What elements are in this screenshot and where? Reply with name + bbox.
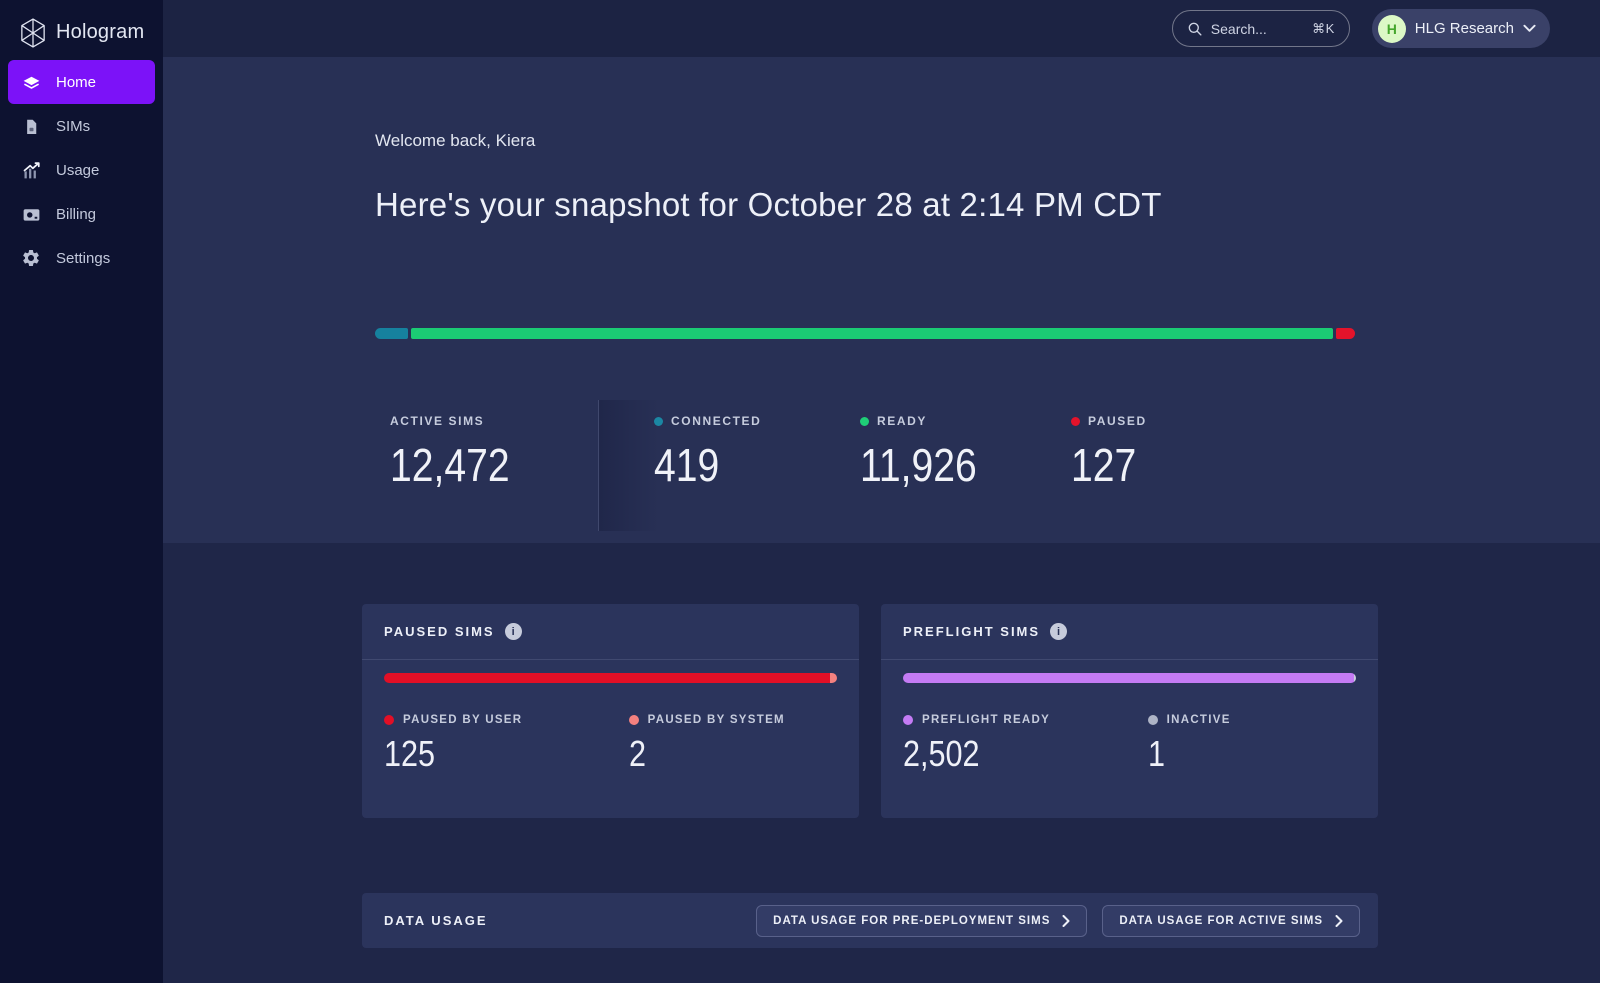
stat-paused: PAUSED 127 (1071, 414, 1148, 492)
stat-label: CONNECTED (671, 414, 762, 428)
data-usage-section: DATA USAGE DATA USAGE FOR PRE-DEPLOYMENT… (362, 893, 1378, 948)
greeting-text: Welcome back, Kiera (375, 131, 536, 150)
data-usage-active-button[interactable]: DATA USAGE FOR ACTIVE SIMS (1102, 904, 1360, 937)
legend-value: 125 (384, 733, 436, 774)
data-usage-buttons: DATA USAGE FOR PRE-DEPLOYMENT SIMS DATA … (756, 904, 1360, 937)
legend-value: 2,502 (903, 733, 980, 774)
home-icon (20, 71, 42, 93)
sidebar-item-label: Usage (56, 161, 100, 179)
button-label: DATA USAGE FOR PRE-DEPLOYMENT SIMS (773, 914, 1051, 927)
chevron-right-icon (1335, 914, 1343, 927)
sidebar-item-usage[interactable]: Usage (8, 148, 155, 192)
hologram-logo[interactable]: Hologram (0, 0, 163, 52)
stats-shade (599, 400, 659, 531)
stat-label: READY (877, 414, 928, 428)
chevron-right-icon (1062, 914, 1070, 927)
search-box[interactable]: ⌘K (1171, 10, 1350, 47)
usage-icon (20, 159, 42, 181)
info-icon[interactable]: i (504, 623, 522, 640)
bar-segment-paused (1336, 328, 1356, 339)
settings-gear-icon (20, 247, 42, 269)
stat-value: 11,926 (860, 439, 977, 491)
search-icon (1188, 22, 1202, 36)
sidebar-item-billing[interactable]: Billing (8, 192, 155, 236)
sidebar-item-sims[interactable]: SIMs (8, 104, 155, 148)
legend-inactive: INACTIVE 1 (1147, 714, 1356, 775)
legend-preflight-ready: PREFLIGHT READY 2,502 (903, 714, 1148, 775)
brand-name: Hologram (56, 21, 145, 43)
data-usage-title: DATA USAGE (384, 913, 488, 928)
search-input[interactable] (1210, 20, 1305, 37)
ready-dot (860, 416, 869, 426)
stats-divider (598, 400, 599, 531)
preflight-sims-bar (903, 673, 1356, 683)
sidebar: Hologram Home SIMs (0, 0, 163, 983)
stat-label: ACTIVE SIMS (390, 414, 485, 428)
billing-icon (20, 203, 42, 225)
page-title: Here's your snapshot for October 28 at 2… (375, 186, 1162, 223)
sidebar-item-settings[interactable]: Settings (8, 236, 155, 280)
bar-segment-paused-by-user (384, 673, 830, 683)
stat-value: 419 (654, 439, 720, 491)
paused-by-user-dot (384, 715, 394, 725)
inactive-dot (1147, 715, 1158, 725)
stat-label: PAUSED (1088, 414, 1147, 428)
sim-icon (20, 115, 42, 137)
card-title: PAUSED SIMS (384, 624, 495, 639)
sidebar-item-label: Home (56, 73, 97, 91)
sidebar-item-label: Settings (56, 249, 111, 267)
bar-segment-ready (411, 328, 1334, 339)
paused-by-system-dot (628, 715, 639, 725)
paused-sims-card: PAUSED SIMS i PAUSED BY USER 125 (362, 604, 859, 818)
card-title: PREFLIGHT SIMS (903, 624, 1041, 639)
legend-paused-by-system: PAUSED BY SYSTEM 2 (628, 714, 837, 775)
legend-value: 2 (628, 733, 646, 774)
legend-label: PREFLIGHT READY (922, 714, 1051, 726)
data-usage-pre-deployment-button[interactable]: DATA USAGE FOR PRE-DEPLOYMENT SIMS (756, 904, 1088, 937)
chevron-down-icon (1523, 24, 1536, 32)
info-icon[interactable]: i (1050, 623, 1068, 640)
snapshot-hero: Welcome back, Kiera Here's your snapshot… (163, 57, 1600, 543)
bar-segment-paused-by-system (829, 673, 837, 683)
preflight-ready-dot (903, 715, 913, 725)
button-label: DATA USAGE FOR ACTIVE SIMS (1119, 914, 1323, 927)
connected-dot (654, 416, 663, 426)
legend-label: INACTIVE (1166, 714, 1231, 726)
legend-value: 1 (1147, 733, 1165, 774)
bar-segment-inactive (1354, 673, 1356, 683)
sims-status-bar (375, 328, 1356, 339)
stat-ready: READY 11,926 (860, 414, 997, 492)
legend-label: PAUSED BY SYSTEM (647, 714, 785, 726)
bar-segment-preflight-ready (903, 673, 1355, 683)
legend-paused-by-user: PAUSED BY USER 125 (384, 714, 629, 775)
avatar: H (1377, 14, 1406, 43)
preflight-sims-card: PREFLIGHT SIMS i PREFLIGHT READY 2,502 (881, 604, 1378, 818)
sidebar-item-home[interactable]: Home (8, 60, 155, 104)
stat-value: 127 (1071, 439, 1137, 491)
sidebar-nav: Home SIMs (0, 60, 163, 280)
sidebar-item-label: SIMs (56, 117, 91, 135)
paused-sims-bar (384, 673, 837, 683)
bar-segment-connected (375, 328, 409, 339)
legend-label: PAUSED BY USER (403, 714, 523, 726)
account-name: HLG Research (1414, 20, 1514, 37)
topbar: ⌘K H HLG Research (163, 0, 1600, 57)
paused-dot (1071, 416, 1080, 426)
stat-value: 12,472 (390, 439, 510, 491)
search-shortcut-hint: ⌘K (1312, 20, 1335, 36)
stat-connected: CONNECTED 419 (654, 414, 761, 492)
account-menu[interactable]: H HLG Research (1371, 9, 1550, 48)
hologram-logo-icon (21, 17, 45, 48)
stat-active-sims: ACTIVE SIMS 12,472 (390, 414, 531, 492)
sidebar-item-label: Billing (56, 205, 97, 223)
